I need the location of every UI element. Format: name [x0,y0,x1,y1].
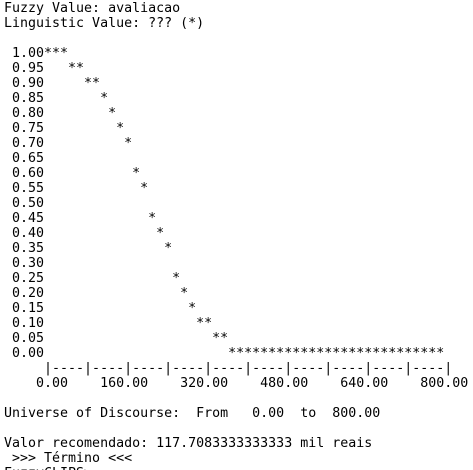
console-line: Fuzzy Value: avaliacao [4,1,181,16]
plot-line: 0.20 * [4,286,189,301]
console-line: Universe of Discourse: From 0.00 to 800.… [4,406,381,421]
blank-line [4,421,473,436]
plot-line: 0.50 [4,196,45,211]
console-line: Valor recomendado: 117.7083333333333 mil… [4,436,373,451]
plot-line: 0.00 160.00 320.00 480.00 640.00 800.00 [4,376,469,391]
plot-line: 0.10 ** [4,316,213,331]
plot-line: 0.00 *************************** [4,346,445,361]
plot-line: 0.85 * [4,91,109,106]
plot-line: 0.65 [4,151,45,166]
plot-line: 0.30 [4,256,45,271]
console-line: Linguistic Value: ??? (*) [4,16,205,31]
plot-line: 0.55 * [4,181,149,196]
plot-line: 0.35 * [4,241,173,256]
plot-line: 0.05 ** [4,331,229,346]
plot-line: 0.70 * [4,136,133,151]
plot-line: |----|----|----|----|----|----|----|----… [4,361,453,376]
plot-line: 0.15 * [4,301,197,316]
plot-line: 0.60 * [4,166,141,181]
plot-line: 0.40 * [4,226,165,241]
console-line: >>> Término <<< [4,451,133,466]
plot-line: 0.95 ** [4,61,85,76]
prompt: FuzzyCLIPS> [4,466,473,470]
plot-line: 0.90 ** [4,76,101,91]
plot-line: 1.00*** [4,46,69,61]
plot-line: 0.45 * [4,211,157,226]
blank-line [4,391,473,406]
plot-line: 0.25 * [4,271,181,286]
plot-line: 0.75 * [4,121,125,136]
ascii-plot: 1.00*** 0.95 ** 0.90 ** 0.85 * 0.80 * 0.… [4,46,473,391]
plot-line: 0.80 * [4,106,117,121]
blank-line [4,31,473,46]
